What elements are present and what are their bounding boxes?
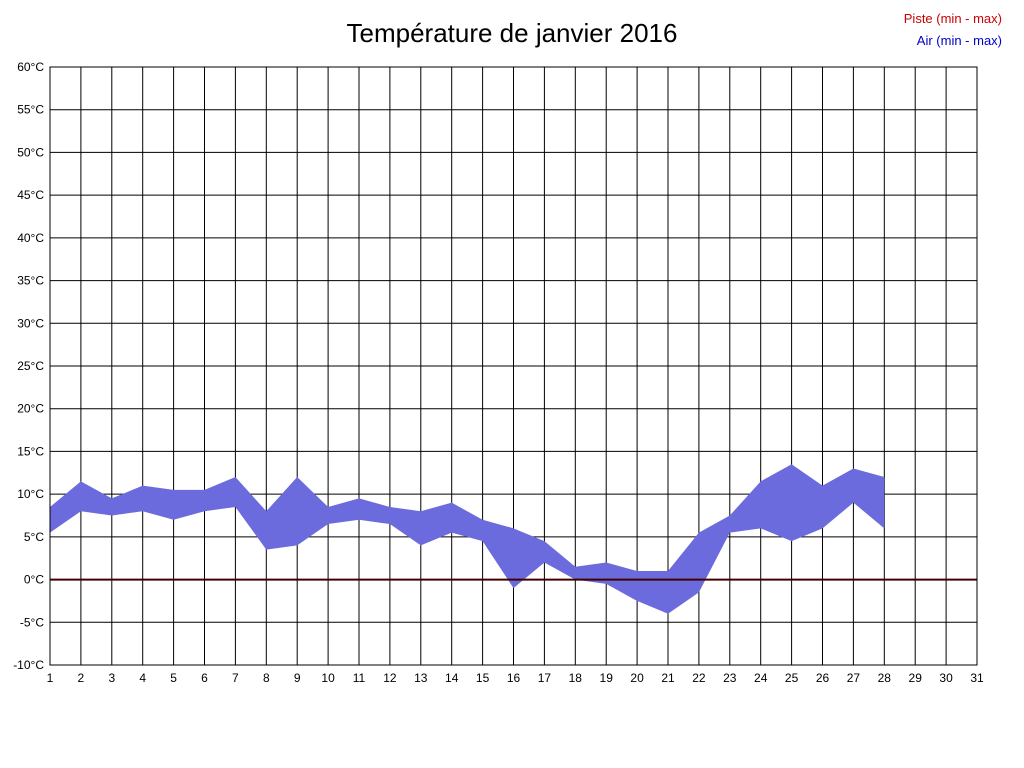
- x-tick-label: 8: [263, 671, 270, 685]
- y-tick-label: 20°C: [17, 402, 44, 416]
- legend-air: Air (min - max): [916, 33, 1002, 48]
- chart-legend: Piste (min - max) Air (min - max): [904, 8, 1002, 52]
- x-tick-label: 10: [321, 671, 335, 685]
- x-tick-label: 29: [909, 671, 923, 685]
- x-tick-label: 11: [353, 671, 366, 685]
- x-tick-label: 6: [201, 671, 208, 685]
- y-tick-label: 15°C: [17, 444, 44, 458]
- x-tick-label: 13: [414, 671, 428, 685]
- x-tick-label: 24: [754, 671, 768, 685]
- x-tick-label: 25: [785, 671, 799, 685]
- y-tick-label: 40°C: [17, 231, 44, 245]
- y-tick-label: 10°C: [17, 487, 44, 501]
- x-tick-label: 31: [970, 671, 984, 685]
- y-tick-label: 0°C: [24, 573, 44, 587]
- legend-piste: Piste (min - max): [903, 11, 1002, 26]
- x-tick-label: 5: [170, 671, 177, 685]
- x-tick-label: 9: [294, 671, 301, 685]
- x-tick-label: 19: [600, 671, 614, 685]
- y-tick-label: 30°C: [17, 316, 44, 330]
- chart-title: Température de janvier 2016: [346, 18, 678, 48]
- x-tick-label: 26: [816, 671, 830, 685]
- y-tick-label: -10°C: [13, 658, 44, 672]
- x-tick-label: 2: [78, 671, 85, 685]
- x-tick-label: 27: [847, 671, 861, 685]
- x-tick-label: 15: [476, 671, 490, 685]
- x-tick-label: 7: [232, 671, 239, 685]
- y-tick-label: -5°C: [20, 615, 44, 629]
- x-tick-label: 22: [692, 671, 706, 685]
- x-tick-label: 28: [878, 671, 892, 685]
- x-tick-label: 4: [139, 671, 146, 685]
- x-tick-label: 18: [569, 671, 583, 685]
- x-tick-label: 14: [445, 671, 459, 685]
- y-tick-label: 35°C: [17, 274, 44, 288]
- x-tick-label: 21: [661, 671, 675, 685]
- x-tick-label: 16: [507, 671, 521, 685]
- x-tick-label: 17: [538, 671, 552, 685]
- y-tick-label: 50°C: [17, 145, 44, 159]
- y-tick-label: 60°C: [17, 60, 44, 74]
- x-tick-label: 12: [383, 671, 397, 685]
- air-minmax-band: [50, 464, 885, 614]
- y-tick-label: 5°C: [24, 530, 44, 544]
- y-tick-label: 55°C: [17, 103, 44, 117]
- plot-border: [49, 66, 978, 666]
- y-tick-label: 25°C: [17, 359, 44, 373]
- x-tick-label: 20: [630, 671, 644, 685]
- y-tick-label: 45°C: [17, 188, 44, 202]
- x-tick-label: 3: [108, 671, 115, 685]
- x-tick-label: 30: [939, 671, 953, 685]
- x-tick-label: 23: [723, 671, 737, 685]
- x-tick-label: 1: [47, 671, 54, 685]
